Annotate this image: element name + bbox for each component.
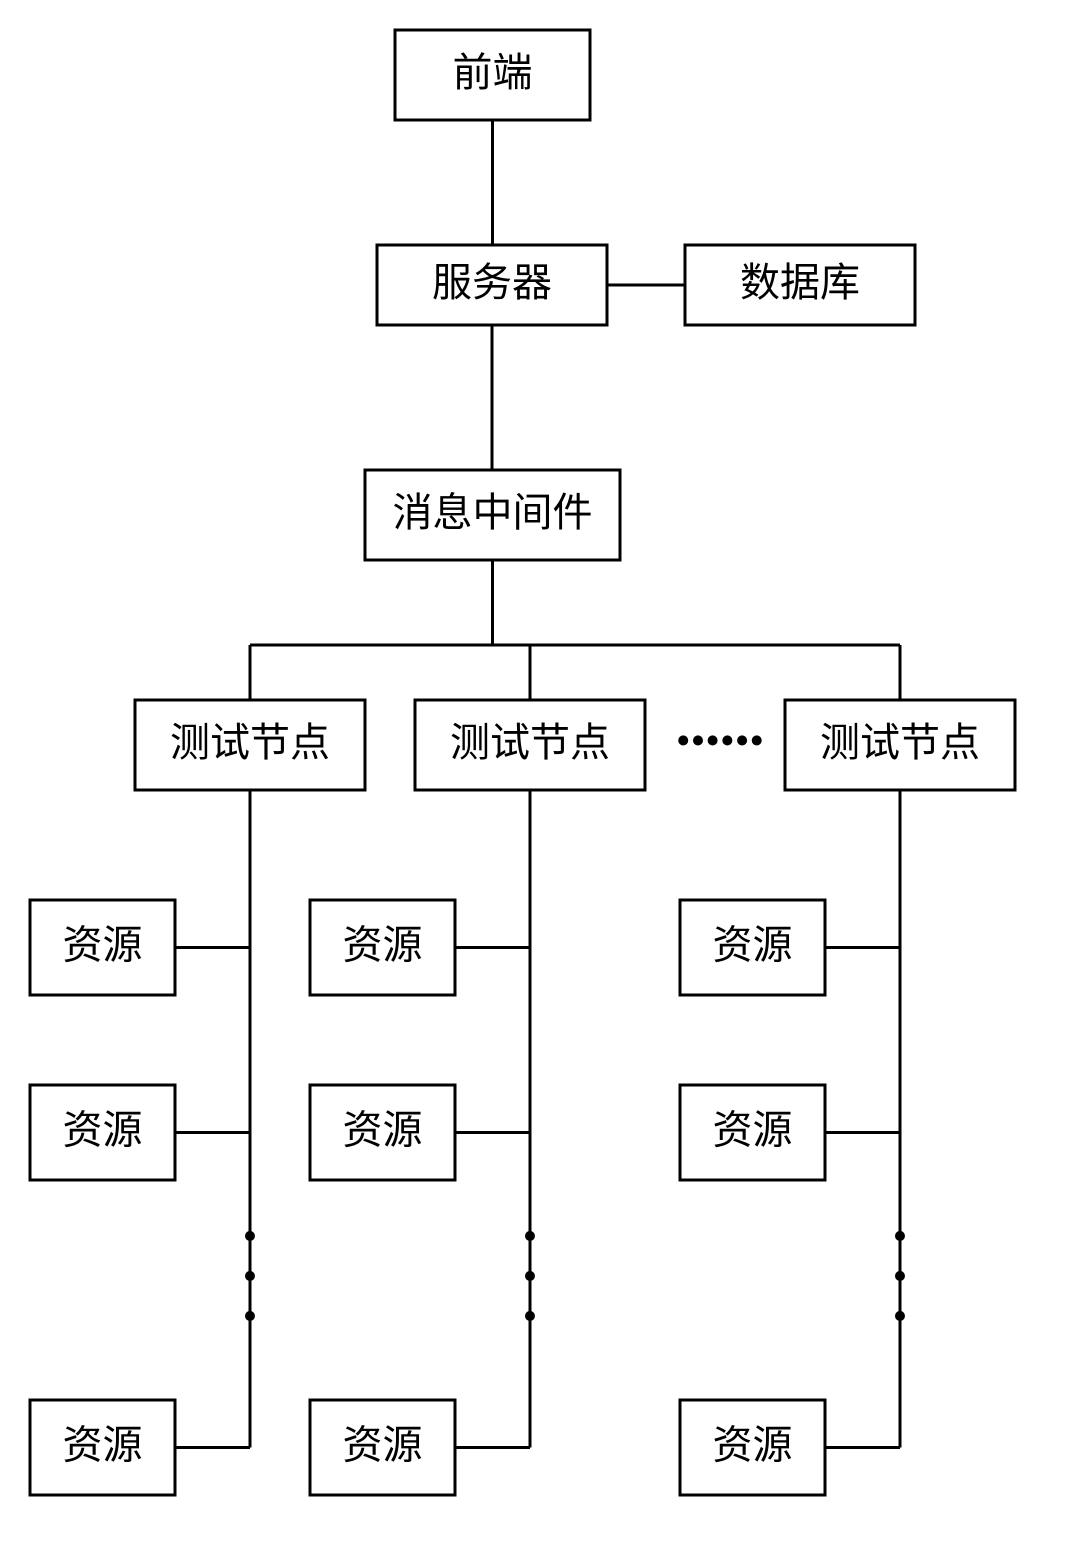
hdots-testnodes: •••••• <box>676 719 764 765</box>
resource-2-2-label: 资源 <box>713 1423 793 1468</box>
resource-0-1-label: 资源 <box>63 1108 143 1153</box>
resource-0-0-label: 资源 <box>63 923 143 968</box>
test-node-2-label: 测试节点 <box>820 720 980 765</box>
server-label: 服务器 <box>432 260 552 305</box>
vdots-0-2: • <box>243 1294 258 1340</box>
resource-1-1-label: 资源 <box>343 1108 423 1153</box>
test-node-0-label: 测试节点 <box>170 720 330 765</box>
architecture-diagram: 前端服务器数据库消息中间件测试节点测试节点测试节点••••••资源资源资源•••… <box>0 0 1075 1565</box>
database-label: 数据库 <box>740 260 860 305</box>
vdots-1-2: • <box>523 1294 538 1340</box>
resource-1-2-label: 资源 <box>343 1423 423 1468</box>
frontend-label: 前端 <box>453 50 533 95</box>
vdots-2-2: • <box>893 1294 908 1340</box>
resource-2-0-label: 资源 <box>713 923 793 968</box>
resource-0-2-label: 资源 <box>63 1423 143 1468</box>
middleware-label: 消息中间件 <box>393 490 593 535</box>
resource-1-0-label: 资源 <box>343 923 423 968</box>
resource-2-1-label: 资源 <box>713 1108 793 1153</box>
test-node-1-label: 测试节点 <box>450 720 610 765</box>
